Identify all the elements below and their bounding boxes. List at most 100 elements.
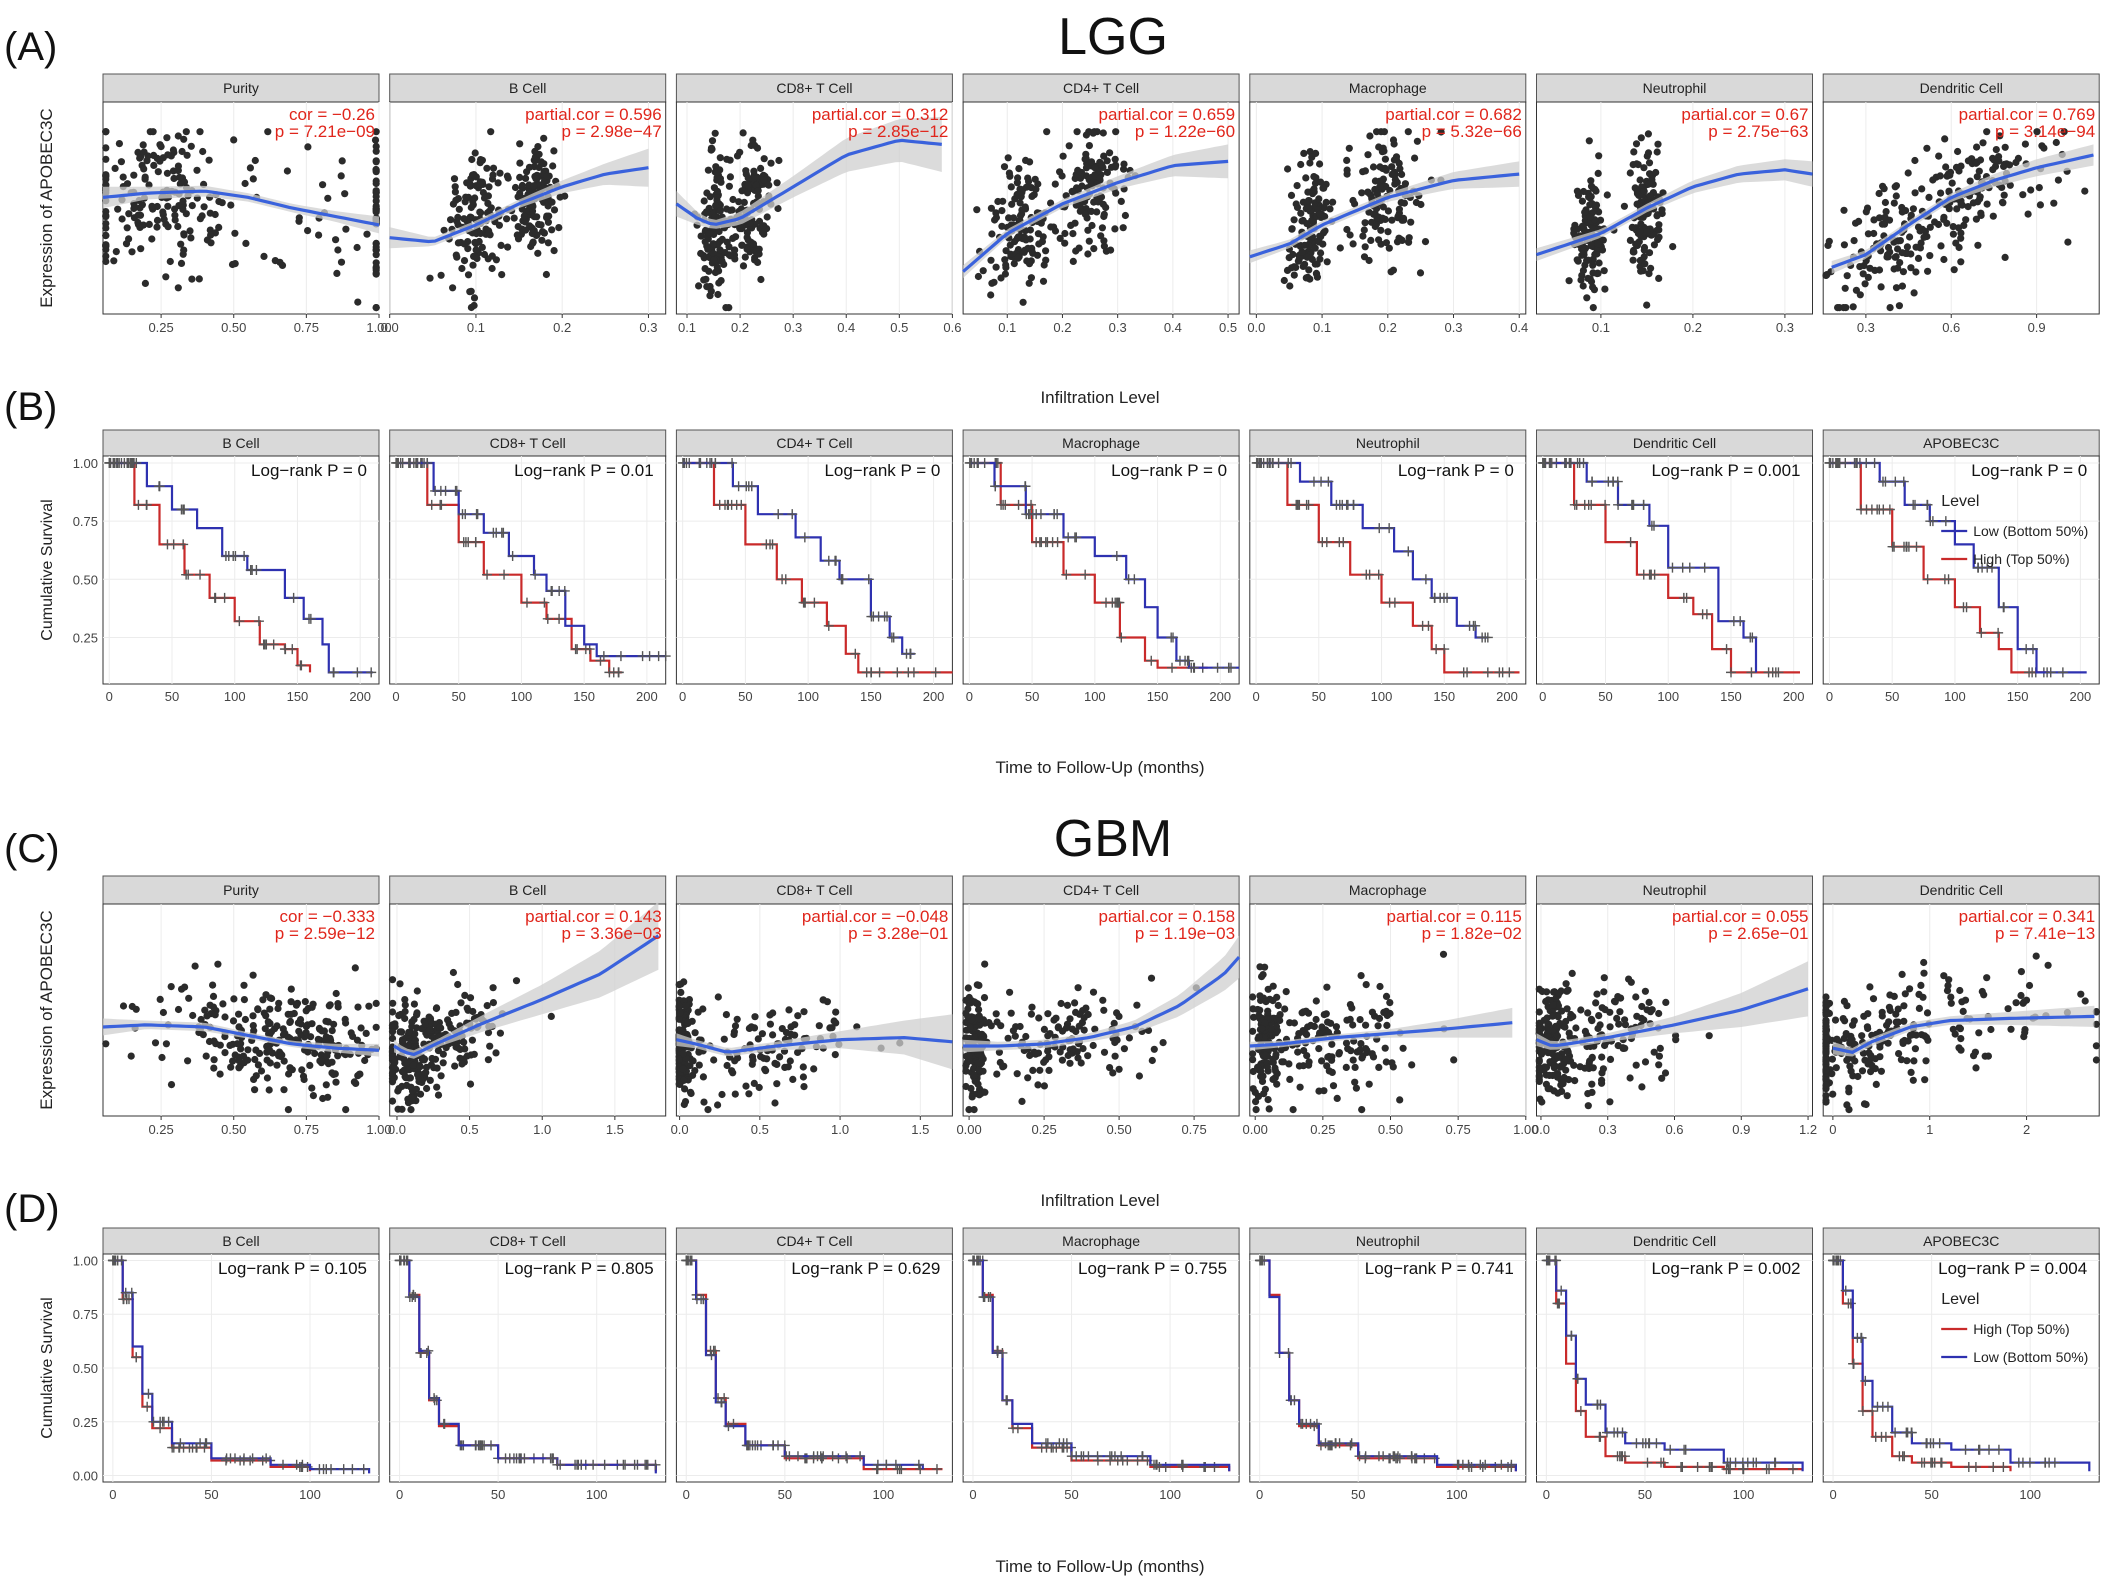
- censor-mark: [888, 632, 899, 643]
- x-tick-label: 0.00: [956, 1122, 981, 1137]
- data-point: [711, 129, 719, 137]
- data-point: [304, 227, 312, 235]
- trend-line: [676, 1035, 953, 1054]
- data-point: [1593, 250, 1601, 258]
- data-point: [1001, 256, 1009, 264]
- data-point: [426, 1076, 434, 1084]
- data-point: [975, 1015, 983, 1023]
- data-point: [1364, 188, 1372, 197]
- data-point: [714, 1101, 722, 1109]
- data-point: [199, 147, 207, 156]
- facet-title: CD4+ T Cell: [1063, 882, 1139, 898]
- x-tick-label: 0.50: [221, 1122, 246, 1137]
- data-point: [1039, 277, 1048, 285]
- data-point: [504, 243, 512, 251]
- data-point: [1316, 255, 1324, 263]
- data-point: [468, 1036, 476, 1044]
- data-point: [372, 304, 380, 312]
- data-point: [2005, 161, 2014, 169]
- data-point: [1843, 272, 1851, 280]
- data-point: [975, 1066, 983, 1074]
- p-value-label: p = 1.19e−03: [1135, 924, 1235, 943]
- data-point: [1329, 198, 1337, 206]
- data-point: [712, 201, 720, 210]
- data-point: [1007, 1009, 1015, 1017]
- censor-mark: [850, 648, 861, 659]
- data-point: [1611, 998, 1619, 1006]
- data-point: [1655, 1061, 1663, 1069]
- data-point: [2092, 1042, 2100, 1050]
- data-point: [1362, 981, 1370, 989]
- data-point: [1421, 238, 1430, 246]
- data-point: [1375, 236, 1383, 244]
- data-point: [1549, 1001, 1557, 1009]
- data-point: [1351, 1063, 1359, 1071]
- x-tick-label: 150: [2007, 689, 2029, 704]
- data-point: [1584, 1102, 1592, 1110]
- data-point: [1831, 1016, 1840, 1024]
- data-point: [1297, 160, 1305, 169]
- data-point: [1249, 993, 1257, 1001]
- data-point: [679, 1065, 687, 1073]
- data-point: [196, 128, 204, 136]
- data-point: [1044, 1010, 1052, 1018]
- data-point: [1324, 1028, 1333, 1036]
- data-point: [180, 178, 189, 186]
- data-point: [127, 1052, 135, 1060]
- data-point: [1113, 1009, 1121, 1017]
- censor-mark: [1677, 562, 1688, 573]
- data-point: [470, 1050, 478, 1058]
- data-point: [458, 1060, 466, 1068]
- data-point: [529, 239, 537, 247]
- data-point: [489, 164, 498, 172]
- data-point: [1964, 203, 1972, 211]
- data-point: [1082, 131, 1090, 139]
- data-point: [751, 220, 759, 228]
- data-point: [810, 1065, 818, 1073]
- data-point: [102, 144, 110, 152]
- data-point: [980, 994, 989, 1002]
- data-point: [1834, 304, 1842, 312]
- censor-mark: [1293, 499, 1304, 510]
- data-point: [398, 1105, 406, 1113]
- data-point: [1263, 1063, 1271, 1071]
- censor-mark: [1373, 569, 1384, 580]
- data-point: [416, 1063, 424, 1071]
- data-point: [717, 178, 725, 186]
- censor-mark: [1940, 516, 1951, 527]
- censor-mark: [1316, 476, 1327, 487]
- data-point: [1654, 236, 1662, 244]
- censor-mark: [1699, 562, 1710, 573]
- plot-area: [1536, 455, 1813, 685]
- data-point: [316, 1057, 324, 1065]
- data-point: [981, 1088, 989, 1096]
- x-tick-label: 0.1: [1313, 320, 1331, 335]
- data-point: [235, 1064, 243, 1072]
- data-point: [476, 159, 484, 167]
- data-point: [244, 1046, 252, 1054]
- data-point: [235, 1023, 243, 1031]
- data-point: [1858, 1067, 1867, 1075]
- x-tick-label: 50: [165, 689, 179, 704]
- x-tick-label: 50: [1312, 689, 1326, 704]
- data-point: [1601, 285, 1609, 293]
- data-point: [471, 238, 479, 247]
- confidence-band: [963, 144, 1229, 278]
- data-point: [675, 1080, 683, 1088]
- data-point: [1300, 149, 1308, 157]
- censor-mark: [1123, 574, 1134, 585]
- data-point: [1563, 1005, 1571, 1013]
- x-tick-label: 200: [1209, 689, 1231, 704]
- data-point: [1369, 163, 1378, 171]
- data-point: [1416, 269, 1425, 277]
- data-point: [700, 1098, 708, 1106]
- data-point: [1329, 1082, 1338, 1090]
- data-point: [1563, 1092, 1571, 1100]
- data-point: [2040, 144, 2048, 152]
- censor-mark: [253, 616, 264, 627]
- data-point: [832, 1008, 840, 1016]
- censor-mark: [305, 613, 316, 624]
- data-point: [251, 1086, 259, 1094]
